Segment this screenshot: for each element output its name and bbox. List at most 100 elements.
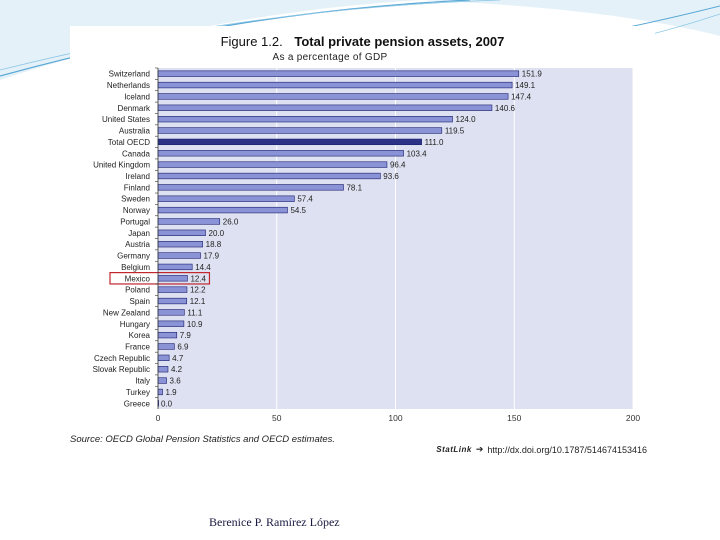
category-label: Sweden — [121, 195, 150, 204]
value-label: 140.6 — [495, 104, 516, 113]
category-label: Czech Republic — [94, 354, 150, 363]
statlink[interactable]: StatLink ➔ http://dx.doi.org/10.1787/514… — [436, 444, 647, 455]
value-label: 20.0 — [209, 229, 225, 238]
value-label: 14.4 — [195, 263, 211, 272]
category-label: Mexico — [125, 274, 151, 283]
decorative-swoosh-right — [420, 0, 720, 36]
value-label: 147.4 — [511, 92, 532, 101]
bar-france — [157, 343, 175, 350]
figure-title-text: Total private pension assets, 2007 — [294, 34, 505, 49]
decorative-swoosh-left — [0, 0, 420, 80]
bar-sweden — [157, 195, 295, 202]
bar-new-zealand — [157, 309, 185, 316]
category-label: Spain — [130, 297, 150, 306]
author-name: Berenice P. Ramírez López — [209, 515, 340, 529]
x-tick-label: 150 — [507, 413, 521, 423]
category-label: Portugal — [120, 217, 150, 226]
figure-title: Figure 1.2. Total private pension assets… — [70, 34, 655, 49]
value-label: 0.0 — [161, 399, 173, 408]
category-label: Italy — [135, 377, 150, 386]
category-label: Netherlands — [107, 81, 150, 90]
bar-hungary — [157, 320, 185, 327]
bar-japan — [157, 229, 206, 236]
bar-canada — [157, 150, 404, 157]
bar-chart: 0 50 100 150 200 Switzerland 151.9 Netherlands 1… — [93, 67, 640, 423]
category-label: Poland — [125, 286, 150, 295]
bar-united-states — [157, 116, 453, 123]
bar-portugal — [157, 218, 221, 225]
category-label: United States — [102, 115, 150, 124]
x-tick-label: 50 — [272, 413, 282, 423]
bar-italy — [157, 377, 167, 384]
bar-germany — [157, 252, 201, 259]
bar-netherlands — [157, 81, 513, 89]
category-label: Korea — [129, 331, 151, 340]
bar-finland — [157, 184, 344, 191]
category-label: Austria — [125, 240, 150, 249]
value-label: 4.2 — [171, 365, 183, 374]
category-label: France — [125, 342, 150, 351]
statlink-url[interactable]: http://dx.doi.org/10.1787/514674153416 — [487, 444, 647, 455]
category-label: Hungary — [120, 320, 150, 329]
value-label: 149.1 — [515, 81, 536, 90]
bar-total-oecd — [157, 138, 422, 146]
figure-panel: Figure 1.2. Total private pension assets… — [70, 26, 655, 456]
category-label: Japan — [128, 229, 150, 238]
highlight-box — [109, 272, 211, 285]
bar-ireland — [157, 172, 381, 180]
bar-belgium — [157, 263, 193, 271]
category-label: Canada — [122, 149, 151, 158]
bar-norway — [157, 206, 288, 214]
category-label: Denmark — [118, 104, 151, 113]
bar-czech-republic — [157, 354, 170, 361]
bar-denmark — [157, 104, 493, 111]
category-label: New Zealand — [103, 308, 150, 317]
value-label: 17.9 — [204, 252, 220, 261]
value-label: 103.4 — [407, 149, 428, 158]
bar-iceland — [157, 93, 509, 100]
value-label: 11.1 — [187, 308, 203, 317]
category-label: Ireland — [126, 172, 150, 181]
value-label: 10.9 — [187, 320, 203, 329]
statlink-logo: StatLink — [436, 445, 472, 454]
category-label: Norway — [123, 206, 150, 215]
category-label: Belgium — [121, 263, 150, 272]
figure-subtitle: As a percentage of GDP — [272, 52, 388, 63]
value-label: 111.0 — [425, 138, 444, 147]
category-label: Iceland — [124, 92, 150, 101]
bar-mexico — [157, 275, 188, 282]
category-label: Total OECD — [108, 138, 150, 147]
bar-spain — [157, 297, 188, 305]
category-label: Australia — [119, 127, 151, 136]
slide-decoration — [0, 0, 720, 80]
value-label: 124.0 — [456, 115, 477, 124]
value-label: 54.5 — [290, 206, 306, 215]
value-label: 119.5 — [445, 127, 465, 136]
category-label: United Kingdom — [93, 161, 150, 170]
value-label: 4.7 — [172, 354, 184, 363]
value-label: 12.1 — [190, 297, 206, 306]
value-label: 6.9 — [177, 342, 189, 351]
bar-slovak-republic — [157, 366, 169, 373]
value-label: 1.9 — [166, 388, 178, 397]
value-label: 12.2 — [190, 286, 206, 295]
x-tick-label: 100 — [388, 413, 402, 423]
bar-turkey — [157, 388, 163, 396]
arrow-icon: ➔ — [475, 444, 484, 454]
category-label: Turkey — [126, 388, 150, 397]
figure-number: Figure 1.2. — [220, 34, 283, 49]
figure-source: Source: OECD Global Pension Statistics a… — [70, 434, 336, 445]
value-label: 7.9 — [180, 331, 192, 340]
decorative-line-1 — [0, 0, 471, 77]
bar-switzerland — [157, 70, 520, 77]
category-label: Switzerland — [109, 70, 150, 79]
bar-united-kingdom — [157, 161, 388, 168]
value-label: 57.4 — [297, 195, 313, 204]
value-label: 93.6 — [383, 172, 399, 181]
value-label: 151.9 — [522, 70, 543, 79]
x-tick-label: 200 — [626, 413, 640, 423]
category-label: Germany — [117, 252, 150, 261]
value-label: 18.8 — [206, 240, 222, 249]
value-label: 3.6 — [170, 377, 182, 386]
decorative-line-2 — [0, 0, 501, 71]
